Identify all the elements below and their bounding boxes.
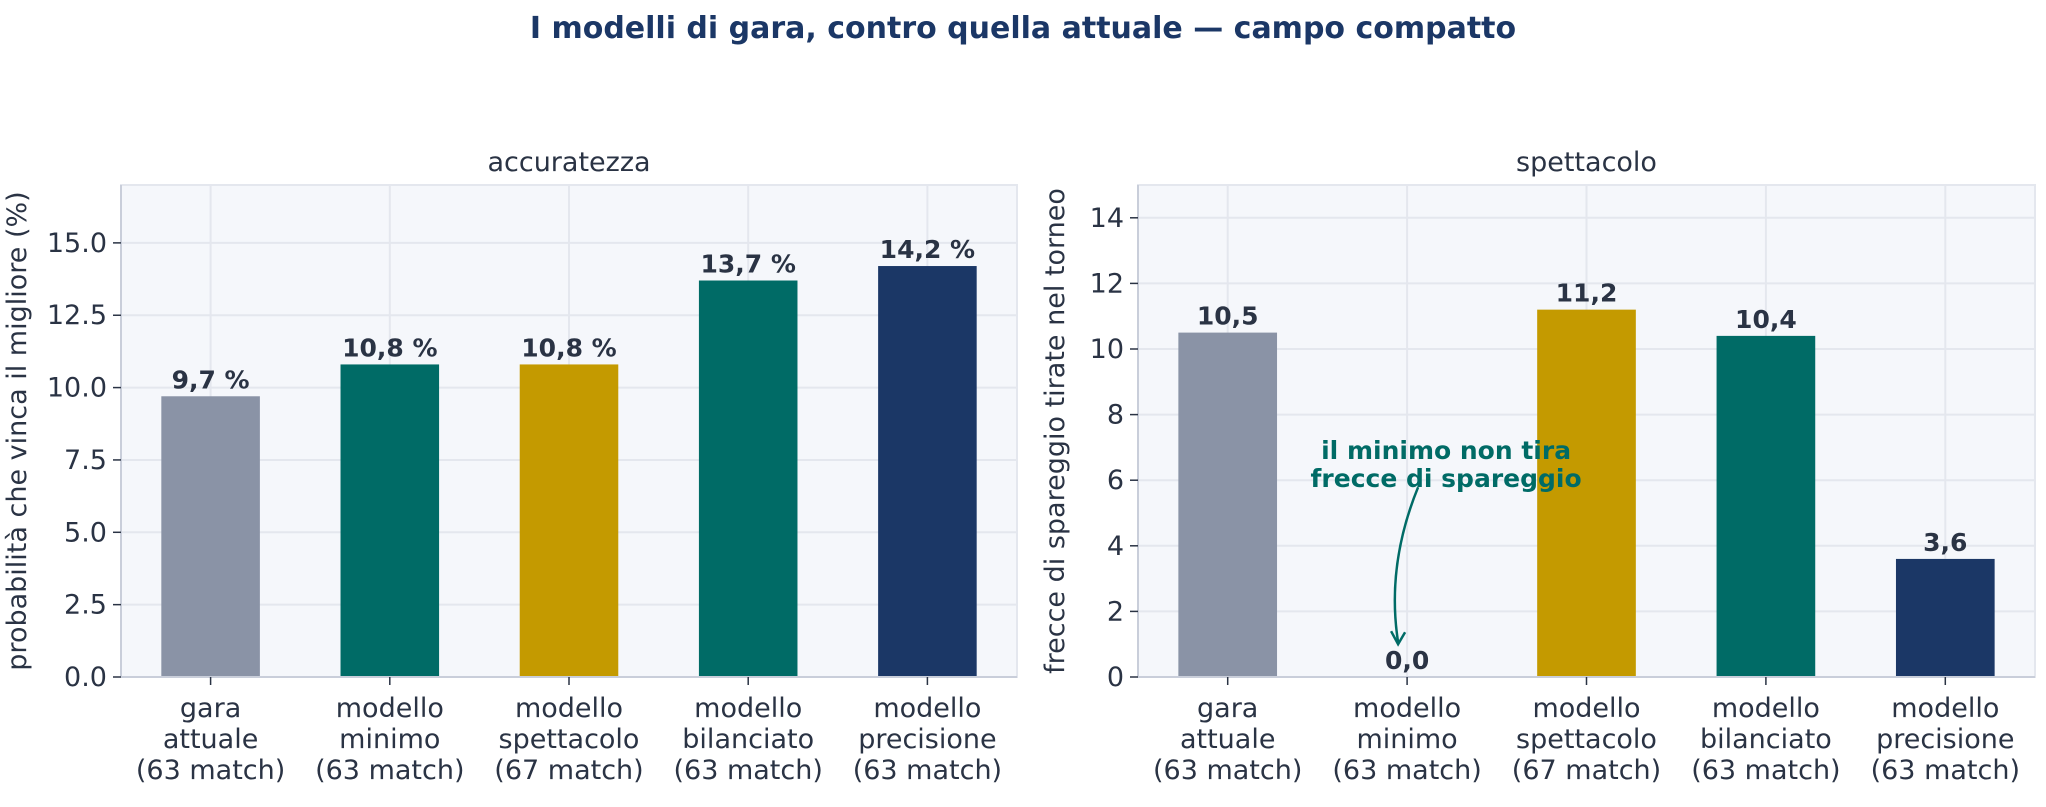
- bar-attuale: [161, 396, 260, 677]
- y-tick-label: 0.0: [64, 662, 107, 693]
- x-tick-label: gara attuale (63 match): [1153, 693, 1302, 786]
- bar-attuale: [1178, 332, 1278, 677]
- panel-title: spettacolo: [1516, 147, 1657, 178]
- x-tick-label: gara attuale (63 match): [136, 693, 285, 786]
- annotation-arrowhead: [1389, 630, 1407, 647]
- data-label: 10,8 %: [342, 333, 437, 362]
- x-tick-label: modello spettacolo (67 match): [1512, 693, 1661, 786]
- data-label: 0,0: [1385, 646, 1429, 675]
- data-label: 13,7 %: [700, 250, 795, 279]
- x-tick-label: modello precisione (63 match): [1871, 693, 2020, 786]
- annotation-text: il minimo non tira frecce di spareggio: [1311, 436, 1582, 493]
- x-tick-label: modello bilanciato (63 match): [1691, 693, 1840, 786]
- bar-precisione: [878, 266, 977, 677]
- x-tick-label: modello minimo (63 match): [1332, 693, 1481, 786]
- data-label: 14,2 %: [880, 235, 975, 264]
- data-label: 11,2: [1556, 279, 1618, 308]
- panel-title: accuratezza: [487, 147, 650, 178]
- bar-precisione: [1895, 558, 1995, 677]
- y-tick-label: 14: [1090, 203, 1124, 234]
- y-tick-label: 7.5: [64, 445, 107, 476]
- y-tick-label: 5.0: [64, 517, 107, 548]
- y-tick-label: 10.0: [47, 373, 107, 404]
- y-axis-label: frecce di spareggio tirate nel torneo: [1040, 188, 1071, 674]
- y-tick-label: 10: [1090, 334, 1124, 365]
- y-axis-label: probabilità che vinca il migliore (%): [2, 191, 33, 670]
- y-tick-label: 6: [1107, 465, 1124, 496]
- x-tick-label: modello spettacolo (67 match): [494, 693, 643, 786]
- bar-spettacolo: [519, 364, 619, 677]
- bar-spettacolo: [1537, 309, 1636, 677]
- y-tick-label: 2.5: [64, 590, 107, 621]
- x-tick-label: modello bilanciato (63 match): [673, 693, 822, 786]
- figure-title: I modelli di gara, contro quella attuale…: [530, 11, 1516, 46]
- y-tick-label: 12.5: [47, 300, 107, 331]
- y-tick-label: 15.0: [47, 228, 107, 259]
- chart-spettacolo: 10,5 0,0 11,2 10,4 3,6 0 2 4 6 8 10 12 14 gara attuale…: [1040, 147, 2036, 786]
- y-tick-label: 4: [1107, 531, 1124, 562]
- chart-accuratezza: 9,7 % 10,8 % 10,8 % 13,7 % 14,2 % 0.0 2.5 5.0 7.…: [2, 147, 1018, 786]
- data-label: 10,5: [1197, 302, 1259, 331]
- data-label: 10,8 %: [521, 333, 616, 362]
- bar-bilanciato: [1716, 335, 1816, 677]
- bar-bilanciato: [698, 280, 798, 677]
- y-tick-label: 8: [1107, 400, 1124, 431]
- x-tick-label: modello precisione (63 match): [853, 693, 1002, 786]
- bar-minimo: [340, 364, 440, 677]
- annotation-arrow: [1393, 486, 1420, 643]
- data-label: 3,6: [1923, 528, 1967, 557]
- x-tick-label: modello minimo (63 match): [315, 693, 464, 786]
- y-tick-label: 2: [1107, 596, 1124, 627]
- y-tick-label: 12: [1090, 268, 1124, 299]
- data-label: 9,7 %: [172, 365, 250, 394]
- y-tick-label: 0: [1107, 662, 1124, 693]
- data-label: 10,4: [1735, 305, 1797, 334]
